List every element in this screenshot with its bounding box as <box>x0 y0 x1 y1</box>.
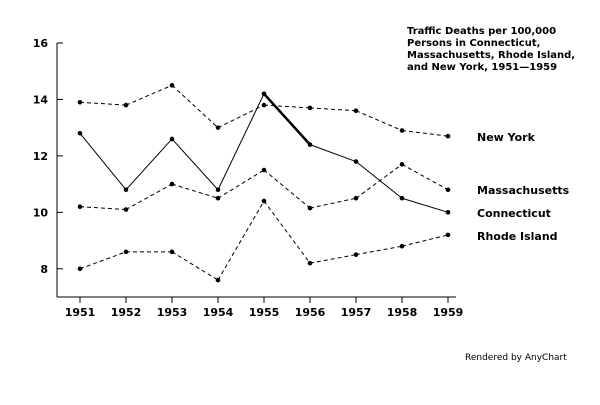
series-layer <box>77 83 451 283</box>
series-segment-rhode-island <box>309 254 357 264</box>
axes: 8 10 12 14 16 1951 1952 1953 1954 1955 1956 1957 195… <box>33 37 464 319</box>
series-segment-connecticut <box>263 92 311 146</box>
series-segment-connecticut <box>309 144 357 163</box>
chart-title-line: Traffic Deaths per 100,000 <box>407 26 556 37</box>
series-segment-new-york <box>79 101 127 106</box>
series-segment-massachusetts <box>355 163 403 199</box>
data-point-new-york <box>445 133 451 139</box>
series-segment-massachusetts <box>79 206 127 211</box>
data-point-massachusetts <box>77 204 83 209</box>
data-point-massachusetts <box>307 205 313 211</box>
series-segment-connecticut <box>401 197 449 213</box>
series-segment-rhode-island <box>79 251 127 270</box>
series-segment-connecticut <box>125 138 173 191</box>
data-point-massachusetts <box>261 167 267 173</box>
series-segment-new-york <box>125 84 173 106</box>
series-segment-new-york <box>309 107 357 112</box>
data-point-new-york <box>77 99 83 105</box>
y-tick-label: 16 <box>33 37 49 50</box>
series-segment-connecticut <box>171 138 219 191</box>
data-point-massachusetts <box>123 207 129 212</box>
series-segment-massachusetts <box>171 183 219 199</box>
series-segment-massachusetts <box>401 163 449 191</box>
series-segment-new-york <box>355 110 403 131</box>
y-tick-label: 12 <box>33 150 48 163</box>
data-point-connecticut <box>353 159 359 164</box>
data-point-rhode-island <box>123 249 129 255</box>
series-segment-new-york <box>401 129 449 137</box>
x-tick-label: 1959 <box>433 306 464 319</box>
data-point-rhode-island <box>353 252 359 257</box>
data-point-massachusetts <box>353 195 359 201</box>
x-tick-label: 1958 <box>387 306 418 319</box>
data-point-massachusetts <box>399 162 405 167</box>
series-segment-connecticut <box>355 161 403 199</box>
series-label-new-york: New York <box>477 131 536 144</box>
series-label-connecticut: Connecticut <box>477 207 551 220</box>
x-tick-label: 1955 <box>249 306 280 319</box>
series-segment-rhode-island <box>171 251 219 281</box>
data-point-new-york <box>123 102 129 108</box>
series-label-massachusetts: Massachusetts <box>477 184 570 197</box>
credit-label: Rendered by AnyChart <box>465 353 567 363</box>
data-point-rhode-island <box>307 260 313 266</box>
y-tick-label: 14 <box>33 93 49 106</box>
series-segment-massachusetts <box>309 197 357 209</box>
data-point-rhode-island <box>399 243 405 249</box>
data-point-connecticut <box>215 187 221 193</box>
data-point-rhode-island <box>261 198 267 204</box>
data-point-connecticut <box>399 195 405 201</box>
x-tick-label: 1952 <box>111 306 142 319</box>
chart-title-line: Persons in Connecticut, <box>407 38 540 49</box>
data-point-connecticut <box>123 187 129 193</box>
chart-title: Traffic Deaths per 100,000 Persons in Co… <box>407 26 575 73</box>
data-point-new-york <box>353 108 359 114</box>
data-point-rhode-island <box>77 266 83 272</box>
data-point-massachusetts <box>445 187 451 193</box>
data-point-connecticut <box>169 136 175 142</box>
y-tick-label: 10 <box>33 206 49 219</box>
chart-title-line: and New York, 1951—1959 <box>407 62 557 73</box>
series-segment-rhode-island <box>355 245 403 256</box>
x-tick-label: 1951 <box>65 306 96 319</box>
data-point-connecticut <box>307 142 313 147</box>
series-segment-new-york <box>171 84 219 129</box>
chart-title-line: Massachusetts, Rhode Island, <box>407 50 575 61</box>
data-point-connecticut <box>445 210 451 215</box>
series-new-york <box>77 83 451 139</box>
data-point-new-york <box>307 105 313 111</box>
data-point-massachusetts <box>215 195 221 201</box>
series-segment-massachusetts <box>217 169 265 199</box>
series-segment-connecticut <box>217 93 265 190</box>
data-point-new-york <box>261 102 267 108</box>
x-tick-label: 1957 <box>341 306 372 319</box>
series-segment-new-york <box>263 104 311 109</box>
data-point-rhode-island <box>215 277 221 283</box>
x-tick-label: 1953 <box>157 306 188 319</box>
y-tick-label: 8 <box>40 263 48 276</box>
data-point-rhode-island <box>445 232 451 238</box>
data-point-connecticut <box>261 91 267 97</box>
series-label-rhode-island: Rhode Island <box>477 230 558 243</box>
data-point-new-york <box>169 83 175 88</box>
x-tick-label: 1956 <box>295 306 326 319</box>
series-segment-massachusetts <box>263 169 311 209</box>
data-point-massachusetts <box>169 181 175 187</box>
series-segment-rhode-island <box>263 200 311 264</box>
data-point-new-york <box>399 128 405 133</box>
series-connecticut <box>77 91 451 215</box>
series-massachusetts <box>77 162 451 212</box>
data-point-new-york <box>215 125 221 130</box>
series-rhode-island <box>77 198 451 283</box>
series-segment-rhode-island <box>217 200 265 281</box>
series-segment-massachusetts <box>125 183 173 210</box>
series-segment-connecticut <box>79 132 127 191</box>
series-segment-rhode-island <box>401 234 449 247</box>
data-point-connecticut <box>77 131 83 136</box>
x-tick-label: 1954 <box>203 306 234 319</box>
data-point-rhode-island <box>169 249 175 255</box>
